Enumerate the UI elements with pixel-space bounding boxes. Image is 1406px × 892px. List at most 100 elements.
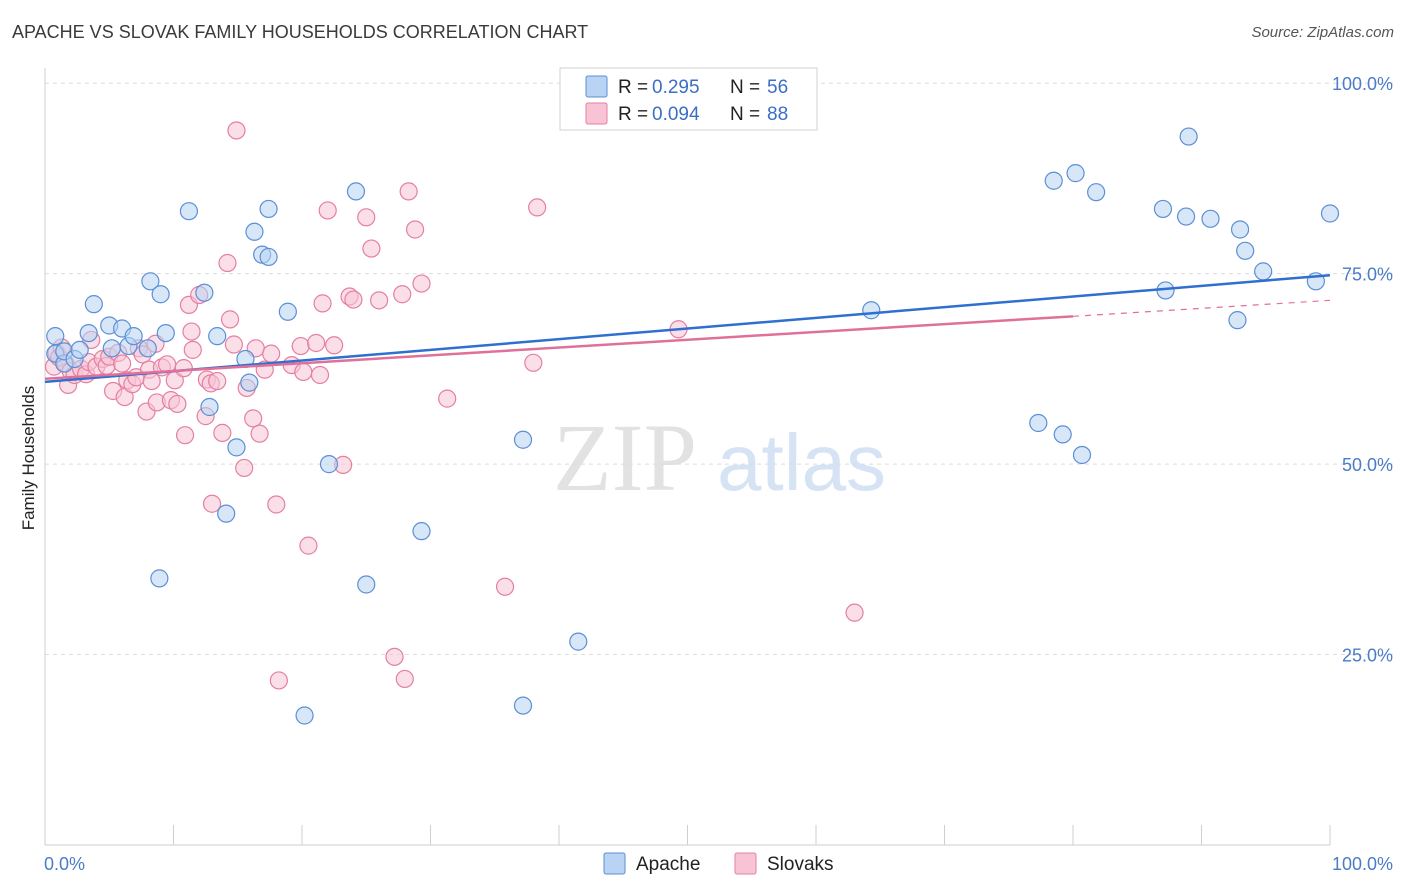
legend-swatch-slovaks: [585, 102, 608, 125]
apache-point-0: [46, 327, 65, 346]
x-tick-labels: 0.0% 100.0%: [44, 854, 1393, 874]
slovaks-point-45: [208, 371, 227, 391]
y-tick-label-75: 75.0%: [1342, 265, 1393, 285]
apache-point-42: [1053, 425, 1072, 444]
apache-point-26: [245, 222, 264, 241]
slovaks-trend-line: [44, 315, 1074, 381]
apache-point-5: [70, 340, 89, 359]
apache-point-50: [1201, 209, 1220, 228]
apache-point-44: [1072, 445, 1092, 465]
slovaks-point-73: [362, 239, 381, 258]
slovaks-point-67: [318, 201, 337, 220]
slovaks-point-64: [307, 333, 326, 353]
slovaks-point-18: [112, 354, 132, 373]
apache-point-32: [319, 455, 339, 474]
axes: [44, 68, 1331, 846]
slovaks-point-80: [412, 274, 431, 293]
slovaks-point-62: [294, 362, 313, 382]
slovaks-point-36: [175, 426, 195, 445]
apache-point-13: [138, 339, 157, 358]
legend-n-label-apache: N =: [730, 77, 760, 98]
slovaks-point-74: [370, 291, 389, 310]
slovaks-point-34: [168, 394, 187, 414]
slovaks-point-65: [310, 365, 330, 385]
watermark-zip: ZIP: [553, 404, 697, 511]
legend-r-value-slovaks: 0.094: [652, 104, 700, 125]
y-tick-labels: 25.0% 50.0% 75.0% 100.0%: [1332, 74, 1393, 665]
slovaks-point-84: [528, 198, 547, 217]
watermark-atlas: atlas: [717, 418, 886, 507]
legend-r-label-slovaks: R =: [618, 104, 648, 125]
slovaks-point-55: [250, 424, 269, 443]
apache-point-9: [102, 339, 121, 358]
slovaks-point-39: [183, 340, 202, 359]
apache-point-7: [84, 295, 103, 314]
apache-point-56: [1320, 204, 1340, 223]
correlation-legend: R = 0.295 N = 56 R = 0.094 N = 88: [559, 67, 818, 131]
slovaks-point-48: [220, 310, 240, 329]
bottom-legend-swatch-apache: [603, 852, 626, 875]
apache-point-17: [150, 569, 169, 588]
slovaks-point-76: [393, 285, 412, 304]
slovaks-point-57: [262, 344, 281, 363]
apache-point-35: [412, 522, 431, 541]
y-tick-label-25: 25.0%: [1342, 646, 1393, 666]
slovaks-point-77: [395, 669, 414, 689]
slovaks-point-38: [182, 322, 201, 341]
legend-n-label-slovaks: N =: [730, 104, 760, 125]
apache-point-20: [200, 397, 219, 417]
apache-point-28: [259, 199, 278, 219]
apache-point-46: [1153, 199, 1173, 219]
slovaks-point-78: [399, 182, 418, 201]
slovaks-point-35: [174, 359, 193, 378]
slovaks-point-47: [218, 253, 237, 273]
slovaks-point-79: [405, 220, 425, 239]
apache-point-49: [1179, 127, 1198, 146]
apache-point-51: [1228, 311, 1247, 330]
trend-lines: [44, 273, 1331, 384]
slovaks-point-58: [267, 495, 286, 514]
apache-point-12: [124, 327, 143, 346]
slovaks-point-81: [438, 389, 457, 408]
slovaks-point-63: [299, 536, 318, 555]
apache-point-30: [278, 302, 297, 321]
apache-point-21: [208, 327, 227, 346]
bottom-legend-swatch-slovaks: [734, 852, 757, 875]
apache-point-16: [151, 285, 170, 304]
bottom-legend-label-slovaks: Slovaks: [767, 854, 834, 875]
series-legend: Apache Slovaks: [603, 852, 834, 875]
legend-swatch-apache: [585, 75, 608, 98]
apache-point-39: [862, 301, 881, 320]
y-tick-label-50: 50.0%: [1342, 455, 1393, 475]
slovaks-point-46: [213, 423, 232, 442]
apache-point-33: [346, 182, 366, 201]
chart-title: APACHE VS SLOVAK FAMILY HOUSEHOLDS CORRE…: [12, 22, 589, 42]
apache-point-34: [357, 575, 376, 594]
apache-point-54: [1254, 262, 1273, 281]
apache-point-53: [1236, 241, 1255, 260]
apache-point-45: [1087, 183, 1106, 202]
apache-point-31: [295, 706, 314, 725]
legend-n-value-slovaks: 88: [767, 104, 788, 125]
apache-point-38: [569, 632, 588, 651]
chart-source: Source: ZipAtlas.com: [1251, 24, 1394, 41]
legend-r-label-apache: R =: [618, 77, 648, 98]
slovaks-point-75: [385, 647, 404, 666]
apache-point-43: [1066, 164, 1085, 183]
apache-point-18: [179, 202, 199, 221]
series-slovaks-points: [44, 74, 864, 690]
x-tick-label-max: 100.0%: [1332, 854, 1393, 874]
slovaks-point-49: [224, 335, 243, 354]
apache-point-22: [217, 504, 236, 523]
slovaks-point-83: [524, 353, 543, 372]
apache-point-37: [513, 696, 533, 715]
slovaks-point-66: [313, 294, 332, 313]
bottom-legend-label-apache: Apache: [636, 854, 700, 875]
apache-point-25: [240, 373, 259, 392]
slovaks-point-68: [325, 336, 344, 355]
apache-point-36: [513, 430, 533, 449]
apache-trend-line: [44, 273, 1331, 384]
legend-n-value-apache: 56: [767, 77, 788, 98]
slovaks-point-82: [495, 577, 515, 596]
